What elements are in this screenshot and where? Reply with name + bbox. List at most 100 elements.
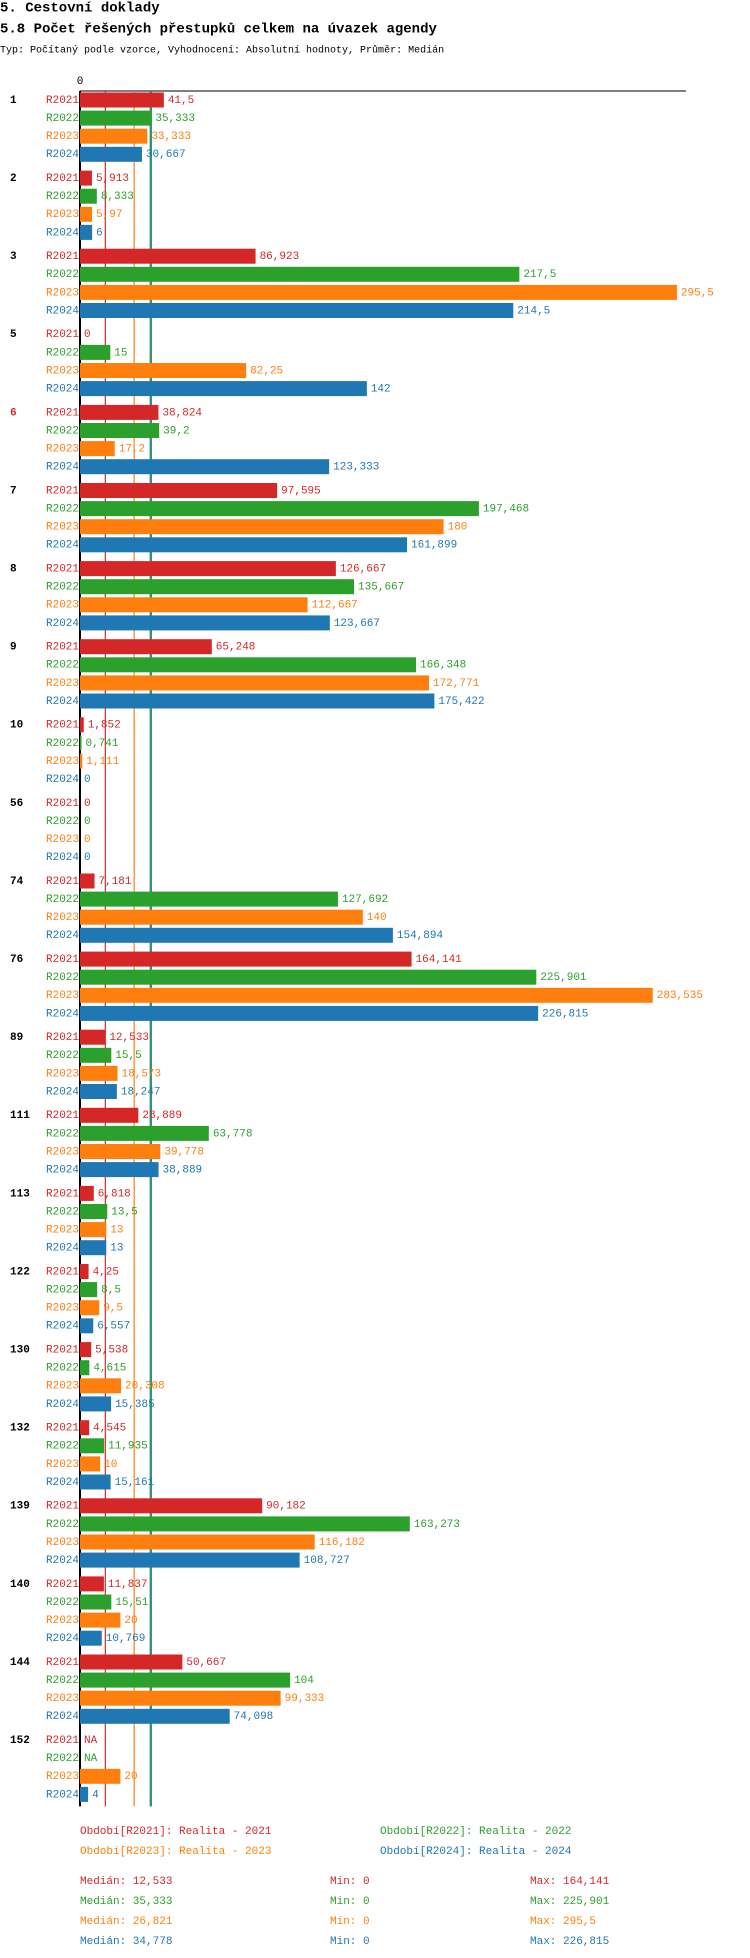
stat-median: Medián: 35,333 <box>80 1896 172 1908</box>
category-label: 139 <box>10 1501 30 1513</box>
series-label: R2024 <box>46 149 79 161</box>
category-label: 3 <box>10 251 17 263</box>
bar <box>80 1438 105 1454</box>
series-label: R2023 <box>46 522 79 534</box>
stat-max: Max: 164,141 <box>530 1876 610 1888</box>
series-label: R2023 <box>46 756 79 768</box>
value-label: 13 <box>110 1243 123 1255</box>
bar <box>80 188 97 204</box>
value-label: 38,889 <box>163 1165 203 1177</box>
bar <box>80 1612 121 1628</box>
bar <box>80 951 412 967</box>
value-label: 4,25 <box>93 1266 119 1278</box>
series-label: R2022 <box>46 1050 79 1062</box>
bar <box>80 284 677 300</box>
value-label: NA <box>84 1753 98 1765</box>
series-label: R2022 <box>46 660 79 672</box>
series-label: R2024 <box>46 1555 79 1567</box>
category-label: 8 <box>10 564 17 576</box>
bar <box>80 248 256 264</box>
value-label: 65,248 <box>216 642 256 654</box>
series-label: R2021 <box>46 564 79 576</box>
bar <box>80 1162 159 1178</box>
value-label: 175,422 <box>438 696 484 708</box>
series-label: R2022 <box>46 1128 79 1140</box>
value-label: 0 <box>84 816 91 828</box>
stat-max: Max: 295,5 <box>530 1916 596 1928</box>
series-label: R2022 <box>46 972 79 984</box>
series-label: R2023 <box>46 600 79 612</box>
value-label: 116,182 <box>319 1537 365 1549</box>
value-label: 4 <box>92 1789 99 1801</box>
bar <box>80 1047 112 1063</box>
value-label: 74,098 <box>234 1711 274 1723</box>
value-label: 13 <box>110 1225 123 1237</box>
series-label: R2022 <box>46 1363 79 1375</box>
value-label: 17,2 <box>119 444 145 456</box>
series-label: R2024 <box>46 1711 79 1723</box>
series-label: R2021 <box>46 407 79 419</box>
series-label: R2024 <box>46 1008 79 1020</box>
series-label: R2023 <box>46 1303 79 1315</box>
bar <box>80 1065 118 1081</box>
value-label: 12,533 <box>109 1032 149 1044</box>
series-label: R2021 <box>46 798 79 810</box>
value-label: 5,913 <box>96 173 129 185</box>
value-label: 5,538 <box>95 1345 128 1357</box>
value-label: 11,935 <box>108 1441 148 1453</box>
series-label: R2024 <box>46 227 79 239</box>
bar <box>80 1264 89 1279</box>
value-label: 123,333 <box>333 462 379 474</box>
category-label: 2 <box>10 173 17 185</box>
value-label: 18,247 <box>121 1086 161 1098</box>
bar <box>80 1396 112 1412</box>
series-label: R2024 <box>46 384 79 396</box>
bar <box>80 363 247 378</box>
value-label: 1,852 <box>88 720 121 732</box>
value-label: 8,5 <box>101 1285 121 1297</box>
series-label: R2021 <box>46 95 79 107</box>
bar <box>80 909 363 925</box>
series-label: R2021 <box>46 954 79 966</box>
bar <box>80 1282 98 1298</box>
value-label: 172,771 <box>433 678 480 690</box>
bar <box>80 441 115 457</box>
bar <box>80 459 330 475</box>
value-label: 38,824 <box>162 407 202 419</box>
series-label: R2023 <box>46 209 79 221</box>
chart-caption: Typ: Počítaný podle vzorce, Vyhodnocení:… <box>0 44 444 57</box>
value-label: 20 <box>124 1771 137 1783</box>
value-label: 18,573 <box>122 1068 162 1080</box>
bar <box>80 224 93 240</box>
bar <box>80 579 355 595</box>
series-label: R2024 <box>46 774 79 786</box>
stat-min: Min: 0 <box>330 1916 370 1928</box>
category-label: 6 <box>10 407 17 419</box>
value-label: 135,667 <box>358 582 404 594</box>
stat-median: Medián: 34,778 <box>80 1936 172 1948</box>
stat-max: Max: 226,815 <box>530 1936 609 1948</box>
bar <box>80 266 520 282</box>
series-label: R2023 <box>46 1693 79 1705</box>
series-label: R2022 <box>46 504 79 516</box>
series-label: R2023 <box>46 990 79 1002</box>
bar <box>80 344 111 360</box>
bar <box>80 404 159 420</box>
stat-median: Medián: 12,533 <box>80 1876 172 1888</box>
bar <box>80 1300 100 1316</box>
series-label: R2021 <box>46 1423 79 1435</box>
series-label: R2024 <box>46 1165 79 1177</box>
value-label: 217,5 <box>523 269 556 281</box>
series-label: R2024 <box>46 696 79 708</box>
series-label: R2023 <box>46 1225 79 1237</box>
bar <box>80 146 142 162</box>
series-label: R2021 <box>46 1657 79 1669</box>
bar <box>80 1594 112 1610</box>
series-label: R2021 <box>46 642 79 654</box>
category-label: 1 <box>10 95 17 107</box>
bar <box>80 1185 94 1201</box>
series-label: R2023 <box>46 1146 79 1158</box>
value-label: 0 <box>84 834 91 846</box>
bar <box>80 1378 122 1394</box>
series-label: R2022 <box>46 1206 79 1218</box>
